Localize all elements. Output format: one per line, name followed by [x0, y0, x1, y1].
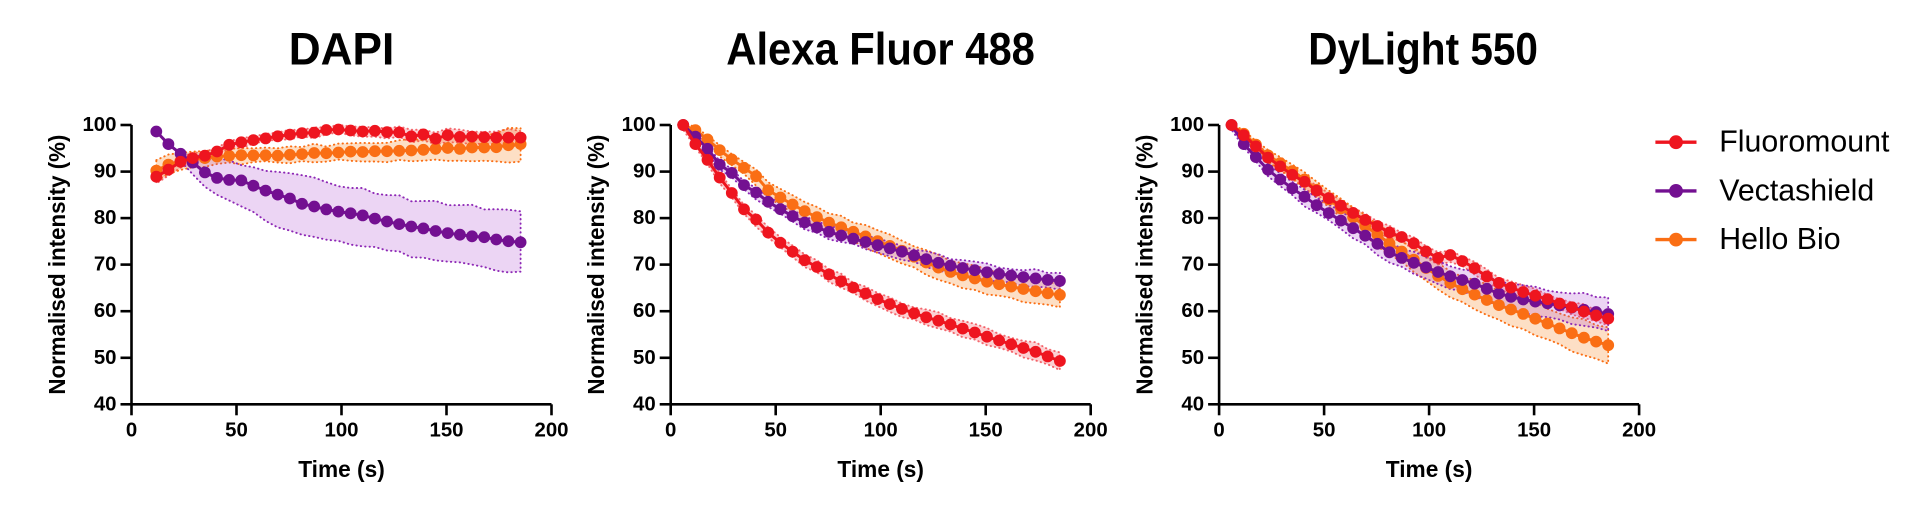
svg-text:80: 80 — [94, 207, 117, 229]
svg-text:DAPI: DAPI — [289, 24, 395, 75]
svg-text:DyLight 550: DyLight 550 — [1308, 24, 1538, 75]
svg-text:0: 0 — [665, 419, 676, 441]
svg-text:90: 90 — [94, 161, 117, 183]
svg-text:60: 60 — [633, 300, 656, 322]
svg-text:100: 100 — [82, 114, 116, 136]
svg-text:40: 40 — [1181, 393, 1204, 415]
svg-text:100: 100 — [622, 114, 656, 136]
svg-text:50: 50 — [94, 347, 117, 369]
svg-text:90: 90 — [1181, 161, 1204, 183]
svg-text:200: 200 — [534, 419, 568, 441]
svg-text:Vectashield: Vectashield — [1719, 174, 1874, 207]
svg-text:0: 0 — [1213, 419, 1224, 441]
svg-text:Time (s): Time (s) — [298, 456, 385, 482]
svg-text:Fluoromount: Fluoromount — [1719, 126, 1890, 159]
svg-text:0: 0 — [126, 419, 137, 441]
svg-text:Time (s): Time (s) — [1386, 456, 1473, 482]
svg-text:70: 70 — [94, 254, 117, 276]
svg-text:60: 60 — [1181, 300, 1204, 322]
svg-text:150: 150 — [1517, 419, 1551, 441]
svg-text:70: 70 — [1181, 254, 1204, 276]
svg-text:50: 50 — [225, 419, 248, 441]
svg-text:40: 40 — [633, 393, 656, 415]
svg-text:40: 40 — [94, 393, 117, 415]
svg-text:100: 100 — [864, 419, 898, 441]
svg-text:90: 90 — [633, 161, 656, 183]
svg-text:150: 150 — [429, 419, 463, 441]
svg-text:50: 50 — [1181, 347, 1204, 369]
svg-text:50: 50 — [764, 419, 787, 441]
svg-text:100: 100 — [1412, 419, 1446, 441]
svg-text:Normalised intensity (%): Normalised intensity (%) — [583, 135, 609, 395]
svg-text:100: 100 — [324, 419, 358, 441]
svg-text:50: 50 — [633, 347, 656, 369]
svg-text:150: 150 — [969, 419, 1003, 441]
svg-text:Normalised intensity (%): Normalised intensity (%) — [44, 135, 70, 395]
svg-text:50: 50 — [1313, 419, 1336, 441]
svg-text:80: 80 — [633, 207, 656, 229]
svg-text:100: 100 — [1170, 114, 1204, 136]
svg-text:200: 200 — [1622, 419, 1656, 441]
svg-text:Hello Bio: Hello Bio — [1719, 223, 1840, 256]
svg-text:60: 60 — [94, 300, 117, 322]
svg-text:80: 80 — [1181, 207, 1204, 229]
svg-text:Normalised intensity (%): Normalised intensity (%) — [1132, 135, 1158, 395]
svg-text:200: 200 — [1074, 419, 1108, 441]
svg-text:70: 70 — [633, 254, 656, 276]
svg-text:Time (s): Time (s) — [837, 456, 924, 482]
svg-text:Alexa Fluor 488: Alexa Fluor 488 — [726, 24, 1035, 75]
